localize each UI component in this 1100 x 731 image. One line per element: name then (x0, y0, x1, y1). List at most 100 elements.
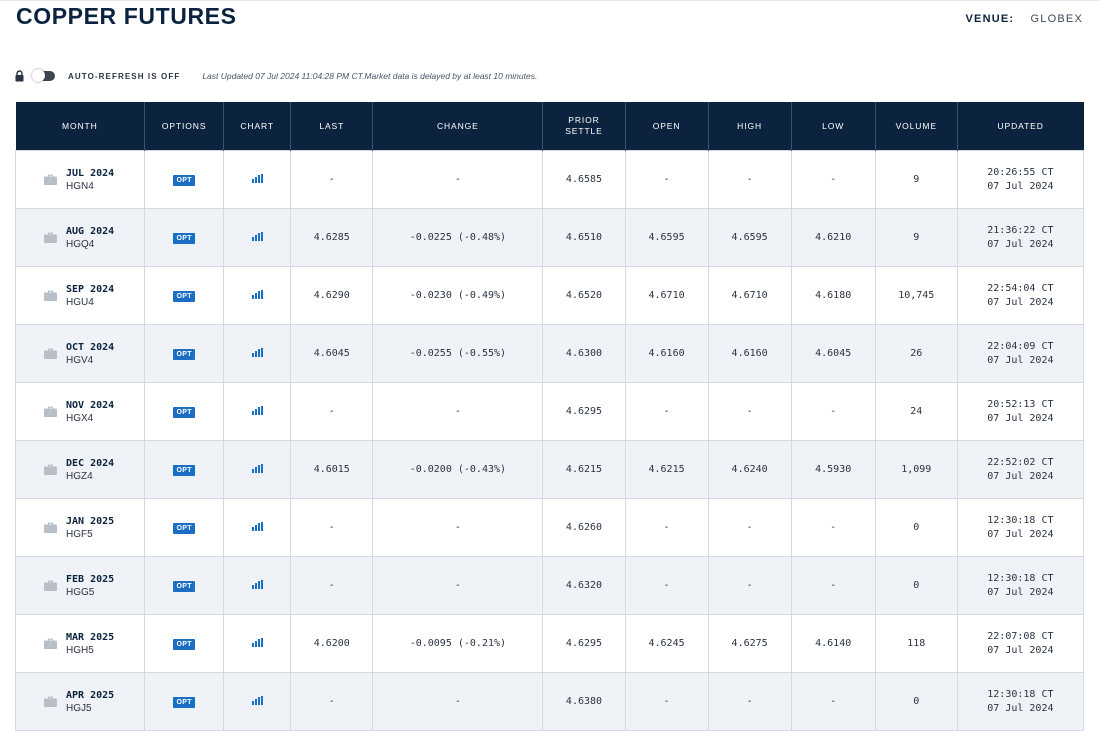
options-button[interactable]: OPT (173, 174, 195, 186)
last-cell: - (290, 498, 374, 557)
bar-chart-icon[interactable] (251, 463, 263, 473)
last-updated-text: Last Updated 07 Jul 2024 11:04:28 PM CT. (202, 71, 365, 81)
column-header-low: LOW (791, 102, 876, 151)
change-cell: -0.0200 (-0.43%) (372, 440, 544, 499)
prior-settle-cell: 4.6510 (542, 208, 626, 267)
auto-refresh-toggle[interactable] (32, 69, 55, 82)
options-cell: OPT (144, 150, 225, 209)
contract-code: HGX4 (66, 412, 94, 424)
updated-date: 07 Jul 2024 (987, 470, 1054, 482)
month-text: MAR 2025 HGH5 (66, 631, 114, 657)
month-name: JAN 2025 (66, 515, 115, 527)
updated-time: 20:26:55 CT (987, 166, 1054, 178)
bar-chart-icon[interactable] (251, 579, 263, 589)
open-cell: - (624, 150, 709, 209)
bar-chart-icon[interactable] (251, 695, 263, 705)
bar-chart-icon[interactable] (251, 521, 263, 531)
column-header-change: CHANGE (372, 102, 544, 151)
options-button[interactable]: OPT (173, 638, 195, 650)
low-cell: 4.6210 (790, 208, 876, 267)
table-row: JUL 2024 HGN4 OPT - -4.6585- - -9 20:26:55 CT 07… (14, 150, 1085, 209)
bar-chart-icon[interactable] (251, 347, 263, 357)
prior-settle-cell: 4.6380 (542, 672, 626, 731)
open-cell: 4.6245 (624, 614, 709, 673)
open-cell: 4.6160 (624, 324, 709, 383)
month-wrap: JAN 2025 HGF5 (16, 515, 144, 541)
volume-cell: 24 (874, 382, 958, 441)
table-row: OCT 2024 HGV4 OPT 4.6045 -0.0255 (-0.55%) 4.6… (14, 324, 1085, 383)
updated-cell: 12:30:18 CT 07 Jul 2024 (956, 498, 1085, 557)
volume-cell: 0 (874, 556, 958, 615)
delay-note: Market data is delayed by at least 10 mi… (364, 71, 538, 81)
options-button[interactable]: OPT (173, 406, 195, 418)
month-wrap: JUL 2024 HGN4 (16, 167, 144, 193)
options-cell: OPT (144, 672, 225, 731)
options-cell: OPT (144, 440, 225, 499)
month-name: DEC 2024 (66, 457, 115, 469)
contract-bag-icon (44, 174, 57, 185)
options-button[interactable]: OPT (173, 464, 195, 476)
options-button[interactable]: OPT (173, 696, 195, 708)
month-wrap: SEP 2024 HGU4 (16, 283, 144, 309)
volume-cell: 0 (874, 498, 958, 557)
bar-chart-icon[interactable] (251, 231, 263, 241)
table-row: DEC 2024 HGZ4 OPT 4.6015 -0.0200 (-0.43%) 4.6… (14, 440, 1085, 499)
prior-settle-cell: 4.6300 (542, 324, 626, 383)
table-row: MAR 2025 HGH5 OPT 4.6200 -0.0095 (-0.21%) 4.6… (14, 614, 1085, 673)
options-button[interactable]: OPT (173, 522, 195, 534)
contract-bag-icon (44, 638, 57, 649)
updated-text: 20:52:13 CT 07 Jul 2024 (987, 398, 1053, 426)
bar-chart-icon[interactable] (251, 405, 263, 415)
month-wrap: DEC 2024 HGZ4 (16, 457, 144, 483)
contract-bag-icon (44, 522, 57, 533)
contract-bag-icon (44, 580, 57, 591)
month-cell: NOV 2024 HGX4 (14, 382, 146, 441)
bar-chart-icon[interactable] (251, 637, 263, 647)
contract-code: HGN4 (66, 180, 94, 192)
month-text: AUG 2024 HGQ4 (66, 225, 114, 251)
change-cell: - (372, 498, 544, 557)
updated-cell: 22:52:02 CT 07 Jul 2024 (956, 440, 1085, 499)
table-row: NOV 2024 HGX4 OPT - -4.6295- - -24 20:52:13 CT 0… (14, 382, 1085, 441)
low-cell: - (790, 150, 876, 209)
column-header-options: OPTIONS (144, 102, 225, 151)
open-cell: 4.6595 (624, 208, 709, 267)
updated-time: 12:30:18 CT (987, 514, 1054, 526)
high-cell: 4.6275 (707, 614, 792, 673)
updated-text: 22:54:04 CT 07 Jul 2024 (987, 282, 1053, 310)
options-button[interactable]: OPT (173, 232, 195, 244)
change-cell: - (372, 556, 544, 615)
last-cell: - (290, 672, 374, 731)
prior-settle-cell: 4.6295 (542, 382, 626, 441)
column-header-high: HIGH (708, 102, 792, 151)
options-button[interactable]: OPT (173, 348, 195, 360)
options-button[interactable]: OPT (173, 580, 195, 592)
month-wrap: NOV 2024 HGX4 (16, 399, 144, 425)
change-cell: -0.0095 (-0.21%) (372, 614, 544, 673)
high-cell: 4.6595 (707, 208, 792, 267)
contract-code: HGU4 (66, 296, 94, 308)
updated-time: 12:30:18 CT (987, 688, 1054, 700)
volume-cell: 0 (874, 672, 958, 731)
volume-cell: 118 (874, 614, 958, 673)
volume-cell: 26 (874, 324, 958, 383)
updated-time: 22:04:09 CT (987, 340, 1054, 352)
month-cell: OCT 2024 HGV4 (14, 324, 146, 383)
options-cell: OPT (144, 498, 225, 557)
table-header-row: MONTH OPTIONS CHART LAST CHANGE PRIOR SETTLE O… (15, 102, 1084, 151)
column-header-open: OPEN (625, 102, 709, 151)
bar-chart-icon[interactable] (251, 289, 263, 299)
bar-chart-icon[interactable] (251, 173, 263, 183)
contract-bag-icon (44, 232, 57, 243)
options-button[interactable]: OPT (173, 290, 195, 302)
options-cell: OPT (144, 208, 225, 267)
month-cell: FEB 2025 HGG5 (14, 556, 146, 615)
month-wrap: APR 2025 HGJ5 (16, 689, 144, 715)
chart-cell (223, 556, 292, 615)
month-cell: SEP 2024 HGU4 (14, 266, 146, 325)
month-name: APR 2025 (66, 689, 115, 701)
updated-date: 07 Jul 2024 (987, 702, 1054, 714)
contract-bag-icon (44, 696, 57, 707)
chart-cell (223, 324, 292, 383)
low-cell: - (790, 498, 876, 557)
